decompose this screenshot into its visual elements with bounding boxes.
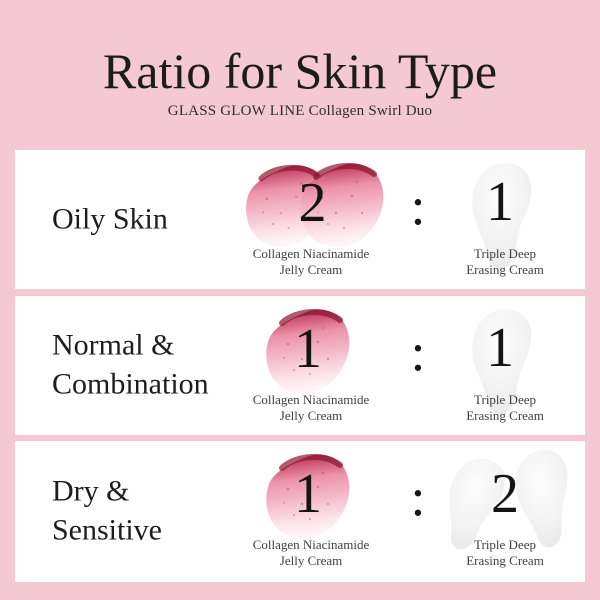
product-name-line: Collagen Niacinamide [252, 246, 370, 261]
jelly-cream-name: Collagen Niacinamide Jelly Cream [211, 392, 411, 424]
erasing-ratio-value: 1 [486, 171, 514, 233]
product-name-line: Collagen Niacinamide [252, 537, 370, 552]
product-name-line: Triple Deep [474, 537, 536, 552]
skin-type-row-normal-combination: Normal & Combination 1 Collagen Niacinam… [15, 296, 585, 435]
skin-type-label: Dry & Sensitive [52, 471, 162, 549]
ratio-separator: : [410, 322, 426, 382]
erasing-ratio-value: 1 [486, 317, 514, 379]
skin-type-row-oily: Oily Skin 2 Collagen Niacinamide Jelly C… [15, 150, 585, 289]
jelly-cream-name: Collagen Niacinamide Jelly Cream [211, 537, 411, 569]
product-name-line: Erasing Cream [466, 553, 544, 568]
product-name-line: Erasing Cream [466, 262, 544, 277]
erasing-cream-name: Triple Deep Erasing Cream [425, 392, 585, 424]
skin-type-label: Normal & Combination [52, 325, 209, 403]
jelly-ratio-value: 1 [294, 318, 322, 380]
white-cream-smear-icon: 2 [425, 449, 585, 551]
product-name-line: Erasing Cream [466, 408, 544, 423]
erasing-ratio-value: 2 [491, 463, 519, 525]
erasing-cream-name: Triple Deep Erasing Cream [425, 537, 585, 569]
white-cream-smear-icon: 1 [455, 306, 545, 418]
skin-type-line: Sensitive [52, 512, 162, 546]
product-name-line: Triple Deep [474, 392, 536, 407]
product-name-line: Jelly Cream [279, 408, 343, 423]
ratio-separator: : [410, 467, 426, 527]
skin-type-row-dry-sensitive: Dry & Sensitive 1 Collagen Niacinamide J… [15, 441, 585, 582]
pink-jelly-cream-smear-icon: 2 [240, 158, 385, 253]
jelly-ratio-value: 1 [294, 463, 322, 525]
jelly-cream-name: Collagen Niacinamide Jelly Cream [211, 246, 411, 278]
jelly-ratio-value: 2 [298, 172, 327, 234]
page-title: Ratio for Skin Type [102, 43, 498, 99]
product-name-line: Jelly Cream [279, 262, 343, 277]
erasing-cream-name: Triple Deep Erasing Cream [425, 246, 585, 278]
pink-jelly-cream-smear-icon: 1 [258, 449, 358, 544]
skin-type-line: Dry & [52, 473, 130, 507]
skin-type-line: Oily Skin [52, 202, 168, 236]
skin-type-label: Oily Skin [52, 199, 168, 238]
product-name-line: Jelly Cream [279, 553, 343, 568]
pink-jelly-cream-smear-icon: 1 [258, 304, 358, 399]
product-name-line: Collagen Niacinamide [252, 392, 370, 407]
product-name-line: Triple Deep [474, 246, 536, 261]
skin-type-line: Normal & [52, 327, 175, 361]
skin-type-line: Combination [52, 366, 209, 400]
ratio-separator: : [410, 176, 426, 236]
white-cream-smear-icon: 1 [455, 160, 545, 272]
page-subtitle: GLASS GLOW LINE Collagen Swirl Duo [167, 103, 433, 119]
